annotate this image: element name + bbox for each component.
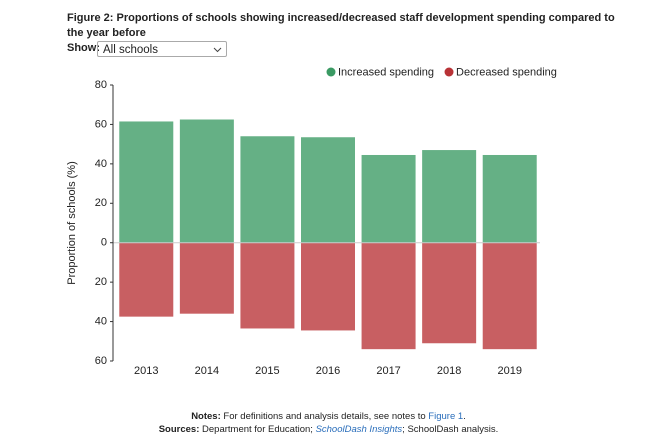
show-select[interactable]: All schools [97, 41, 227, 57]
y-tick-label: 40 [95, 158, 107, 170]
bar [361, 242, 416, 350]
bar [240, 242, 295, 329]
bar [179, 119, 234, 243]
notes-label: Notes: [191, 411, 221, 422]
y-axis-label: Proportion of schools (%) [66, 161, 78, 285]
legend-marker [444, 67, 454, 77]
bar [119, 121, 174, 243]
notes-text: For definitions and analysis details, se… [223, 411, 426, 422]
notes: Notes: For definitions and analysis deta… [0, 411, 657, 422]
bar [119, 242, 174, 317]
x-tick-label: 2019 [497, 365, 521, 377]
y-tick-label: 20 [95, 197, 107, 209]
bar [482, 154, 537, 243]
bar [240, 136, 295, 243]
sources: Sources: Department for Education; Schoo… [0, 424, 657, 435]
notes-end: . [463, 411, 466, 422]
legend-marker [326, 67, 336, 77]
bar [422, 150, 477, 243]
y-tick-label: 80 [95, 79, 107, 91]
x-tick-label: 2018 [437, 365, 461, 377]
sources-text: Department for Education; [202, 424, 313, 435]
x-tick-label: 2013 [134, 365, 158, 377]
y-tick-label: 20 [95, 276, 107, 288]
select-value: All schools [103, 44, 158, 56]
x-tick-label: 2016 [316, 365, 340, 377]
dropdown-arrow [213, 47, 222, 53]
y-tick-label: 60 [95, 355, 107, 367]
x-tick-label: 2017 [376, 365, 400, 377]
x-tick-label: 2014 [195, 365, 219, 377]
bar [301, 137, 355, 243]
show-label: Show: [67, 42, 100, 54]
sources-end: ; SchoolDash analysis. [402, 424, 499, 435]
y-tick-label: 0 [101, 237, 107, 249]
x-tick-label: 2015 [255, 365, 279, 377]
bar [361, 154, 416, 243]
y-tick-label: 60 [95, 118, 107, 130]
bar [482, 242, 537, 350]
chart-title: Figure 2: Proportions of schools showing… [67, 12, 615, 39]
legend-label: Increased spending [338, 66, 434, 78]
sources-link[interactable]: SchoolDash Insights [315, 424, 403, 435]
chart: Proportion of schools (%) 60 40 20 0 20 40 60 8… [66, 66, 557, 377]
bar [301, 242, 355, 331]
notes-link[interactable]: Figure 1 [428, 411, 464, 422]
sources-label: Sources: [158, 424, 200, 435]
bar [179, 242, 234, 314]
legend-label: Decreased spending [456, 66, 557, 78]
y-tick-label: 40 [95, 315, 107, 327]
bar [422, 242, 477, 344]
